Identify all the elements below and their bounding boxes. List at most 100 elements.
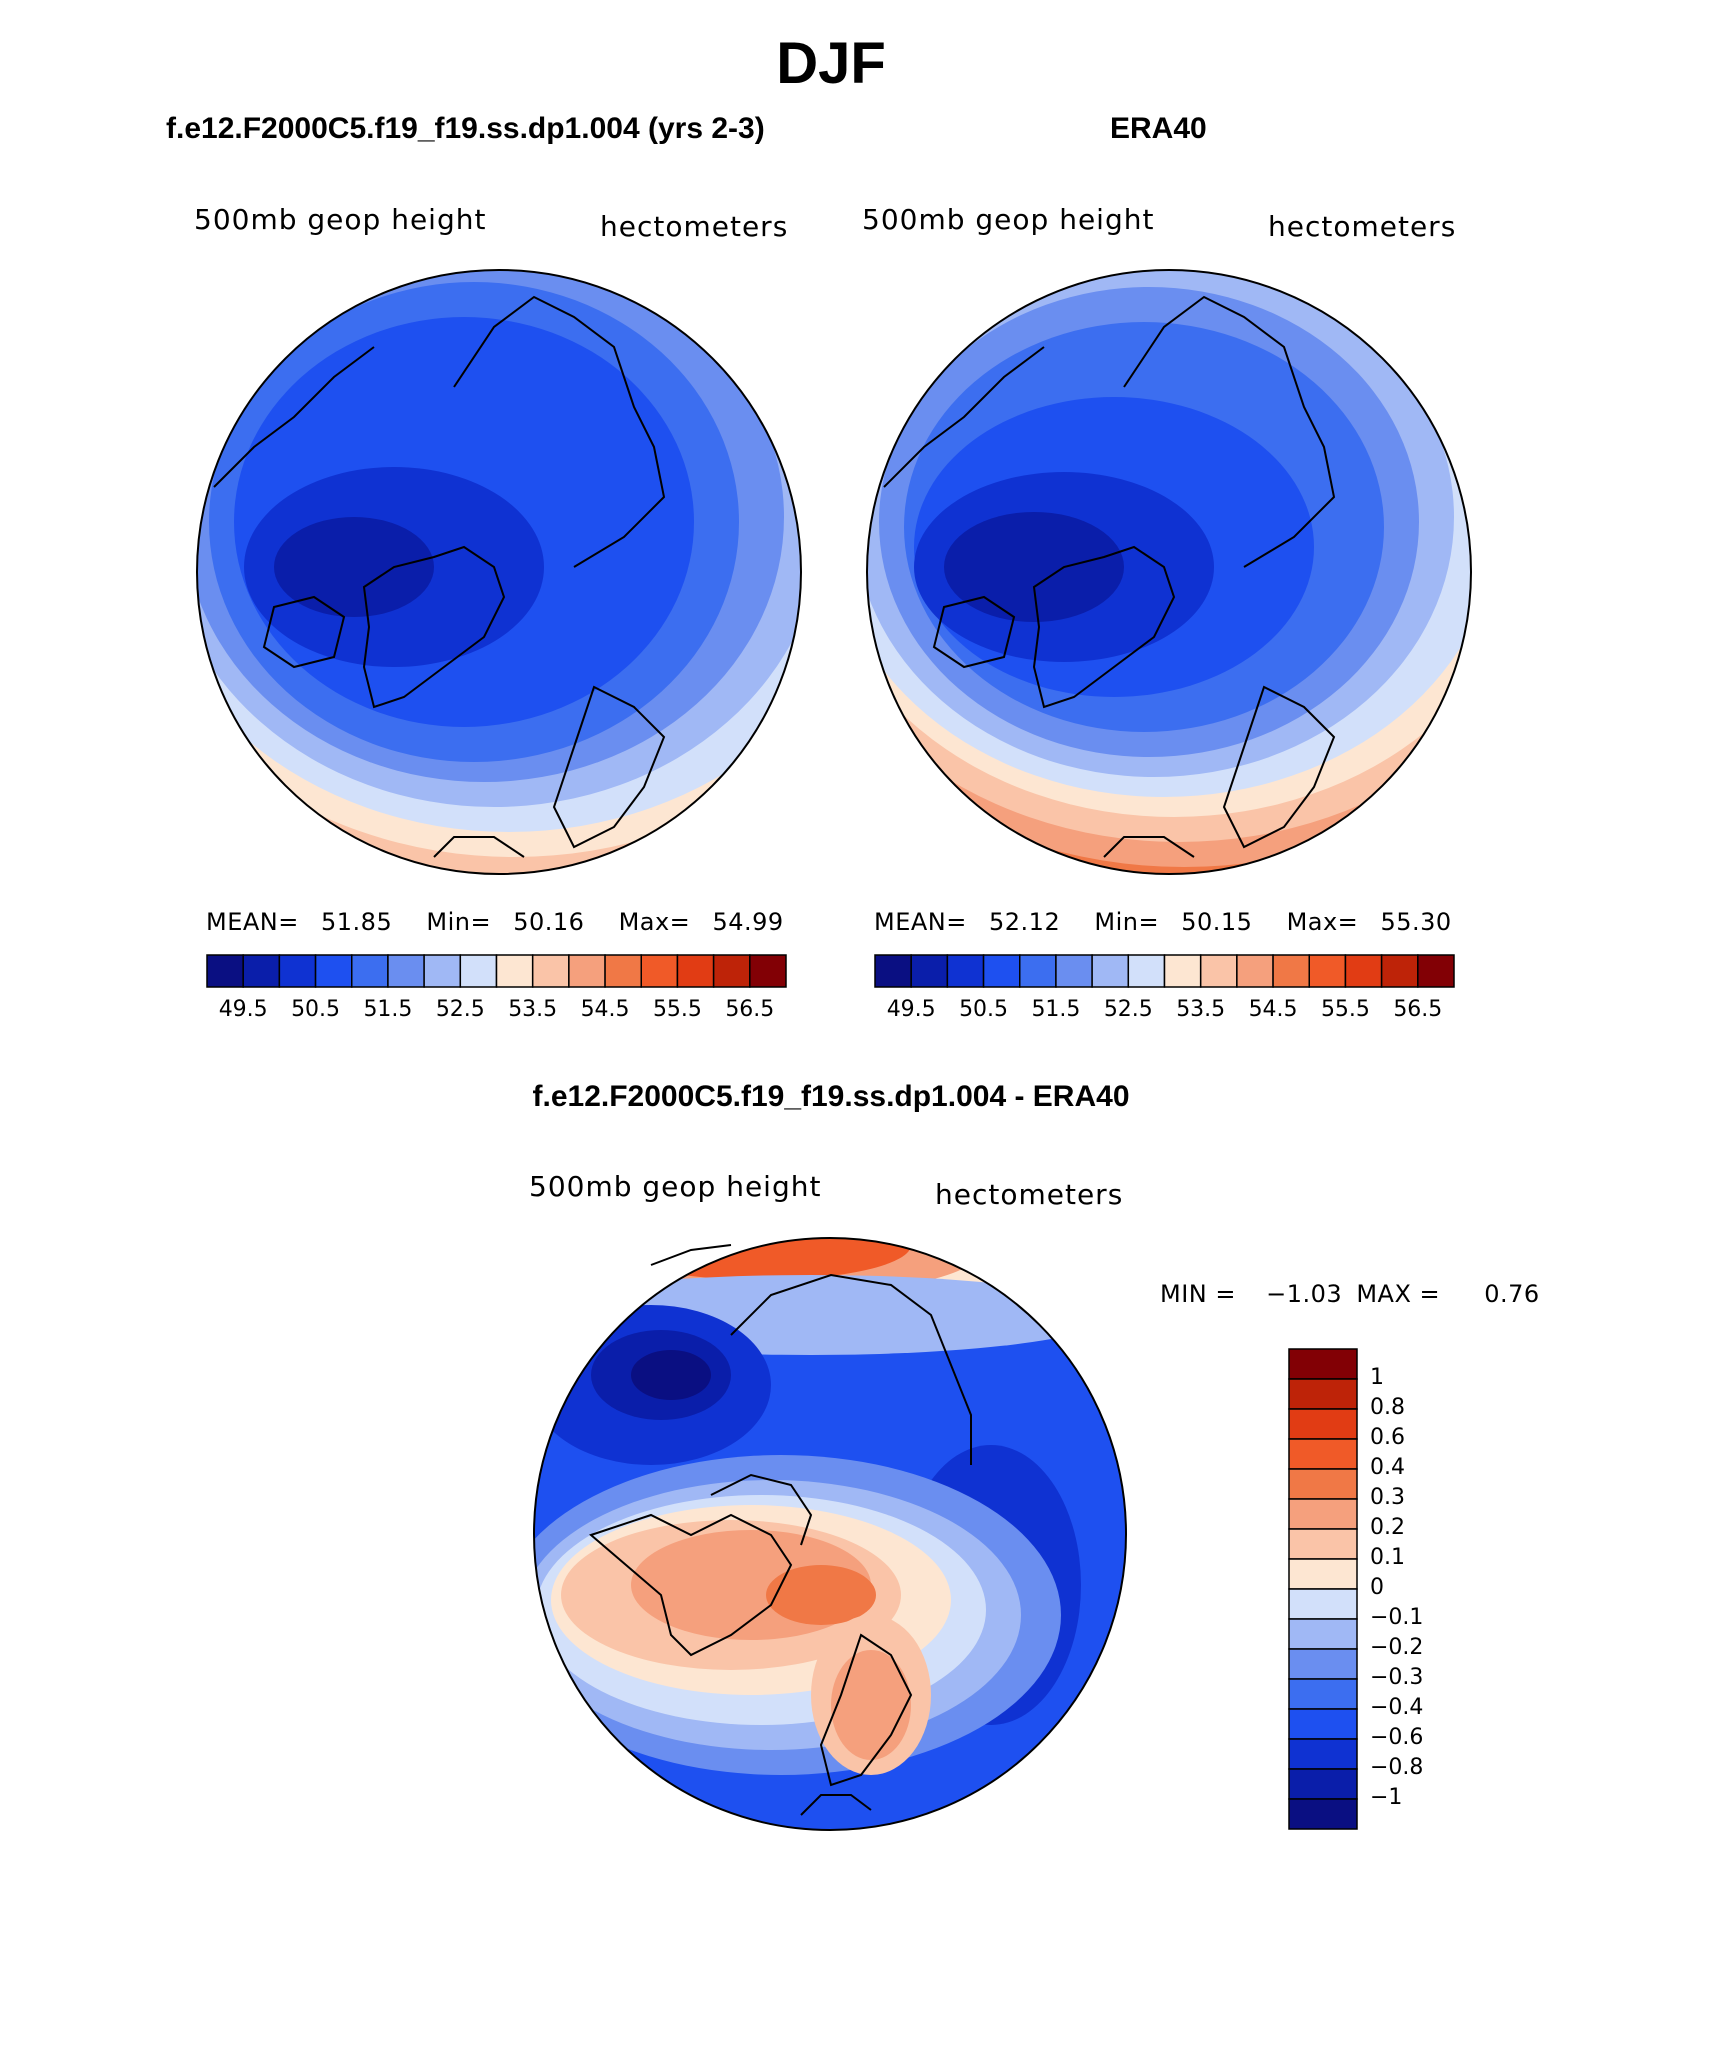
colorbar-box (676, 954, 715, 988)
colorbar-box (982, 954, 1021, 988)
colorbar-box (1055, 954, 1093, 988)
figure-title: DJF (776, 31, 886, 96)
colorbar-box (604, 954, 642, 988)
colorbar-label: 51.5 (363, 997, 413, 1022)
colorbar-label: −1 (1370, 1785, 1403, 1810)
colorbar-label: 53.5 (1176, 997, 1226, 1022)
colorbar-label: 1 (1370, 1365, 1384, 1390)
colorbar-box (1288, 1798, 1358, 1830)
colorbar-box (1288, 1438, 1358, 1470)
colorbar-label: −0.2 (1370, 1635, 1424, 1660)
colorbar-box (1236, 954, 1274, 988)
colorbar-box (206, 954, 244, 988)
colorbar-label: 0.1 (1370, 1545, 1405, 1570)
colorbar-box (874, 954, 912, 988)
colorbar-label: 51.5 (1031, 997, 1081, 1022)
colorbar-label: 56.5 (1393, 997, 1443, 1022)
colorbar-box (1272, 954, 1310, 988)
colorbar-box (1288, 1618, 1358, 1650)
colorbar-box (1288, 1708, 1358, 1740)
colorbar-label: 0 (1370, 1575, 1384, 1600)
panel-2-units-label: hectometers (1268, 210, 1457, 243)
colorbar-box (749, 954, 787, 988)
panel-3-colorbar (1288, 1348, 1358, 1830)
colorbar-box (1288, 1588, 1358, 1620)
colorbar-label: 55.5 (1320, 997, 1370, 1022)
mean-value: 51.85 (321, 908, 393, 936)
colorbar-box (1288, 1678, 1358, 1710)
colorbar-label: 0.4 (1370, 1455, 1405, 1480)
colorbar-box (1288, 1378, 1358, 1410)
max-label: MAX = (1356, 1280, 1441, 1308)
colorbar-box (712, 954, 751, 988)
colorbar-box (1288, 1738, 1358, 1770)
min-label: MIN = (1160, 1280, 1236, 1308)
colorbar-label: 49.5 (218, 997, 268, 1022)
colorbar-box (910, 954, 949, 988)
colorbar-label: 56.5 (725, 997, 775, 1022)
colorbar-box (1019, 954, 1057, 988)
colorbar-box (946, 954, 985, 988)
panel-2-polar-map (866, 269, 1472, 875)
colorbar-box (1288, 1768, 1358, 1800)
colorbar-label: −0.1 (1370, 1605, 1424, 1630)
colorbar-box (1288, 1648, 1358, 1680)
min-value: 50.15 (1181, 908, 1253, 936)
colorbar-label: 54.5 (580, 997, 630, 1022)
colorbar-label: 0.8 (1370, 1395, 1405, 1420)
max-label: Max= (618, 908, 691, 936)
colorbar-label: 52.5 (435, 997, 485, 1022)
colorbar-label: −0.6 (1370, 1725, 1424, 1750)
colorbar-label: −0.3 (1370, 1665, 1424, 1690)
colorbar-label: 50.5 (959, 997, 1009, 1022)
colorbar-label: 0.3 (1370, 1485, 1405, 1510)
colorbar-label: −0.8 (1370, 1755, 1424, 1780)
colorbar-box (1417, 954, 1455, 988)
colorbar-box (1288, 1528, 1358, 1560)
panel-2-stats: MEAN= 52.12 Min= 50.15 Max= 55.30 (874, 908, 1452, 936)
min-value: −1.03 (1266, 1280, 1343, 1308)
colorbar-box (640, 954, 679, 988)
colorbar-box (423, 954, 462, 988)
panel-1-variable-label: 500mb geop height (194, 203, 487, 236)
colorbar-label: −0.4 (1370, 1695, 1424, 1720)
panel-2-case-title: ERA40 (1110, 112, 1207, 145)
colorbar-box (495, 954, 534, 988)
colorbar-label: 0.2 (1370, 1515, 1405, 1540)
min-label: Min= (426, 908, 492, 936)
coastline (362, 545, 506, 709)
colorbar-label: 54.5 (1248, 997, 1298, 1022)
colorbar-label: 0.6 (1370, 1425, 1405, 1450)
colorbar-box (1344, 954, 1383, 988)
min-value: 50.16 (513, 908, 585, 936)
panel-1-polar-map (196, 269, 802, 875)
colorbar-box (1380, 954, 1419, 988)
colorbar-box (1091, 954, 1130, 988)
panel-3-stats: MIN = −1.03 MAX = 0.76 (1160, 1280, 1540, 1308)
colorbar-box (1288, 1558, 1358, 1590)
panel-2-colorbar (874, 954, 1455, 988)
map-border (866, 269, 1472, 875)
map-border (533, 1237, 1127, 1831)
panel-1-case-title: f.e12.F2000C5.f19_f19.ss.dp1.004 (yrs 2-… (166, 112, 765, 145)
colorbar-box (1163, 954, 1202, 988)
colorbar-label: 55.5 (652, 997, 702, 1022)
max-value: 54.99 (712, 908, 784, 936)
max-value: 0.76 (1484, 1280, 1540, 1308)
mean-value: 52.12 (989, 908, 1061, 936)
panel-3-case-title: f.e12.F2000C5.f19_f19.ss.dp1.004 - ERA40 (532, 1080, 1130, 1113)
panel-3-polar-map (533, 1237, 1127, 1831)
panel-1-stats: MEAN= 51.85 Min= 50.16 Max= 54.99 (206, 908, 784, 936)
colorbar-box (278, 954, 317, 988)
max-label: Max= (1286, 908, 1359, 936)
panel-2-variable-label: 500mb geop height (862, 203, 1155, 236)
colorbar-box (1127, 954, 1166, 988)
colorbar-box (459, 954, 498, 988)
colorbar-box (1288, 1498, 1358, 1530)
colorbar-box (351, 954, 389, 988)
colorbar-box (531, 954, 570, 988)
colorbar-box (1199, 954, 1238, 988)
colorbar-box (1288, 1468, 1358, 1500)
colorbar-box (1288, 1408, 1358, 1440)
colorbar-box (242, 954, 281, 988)
